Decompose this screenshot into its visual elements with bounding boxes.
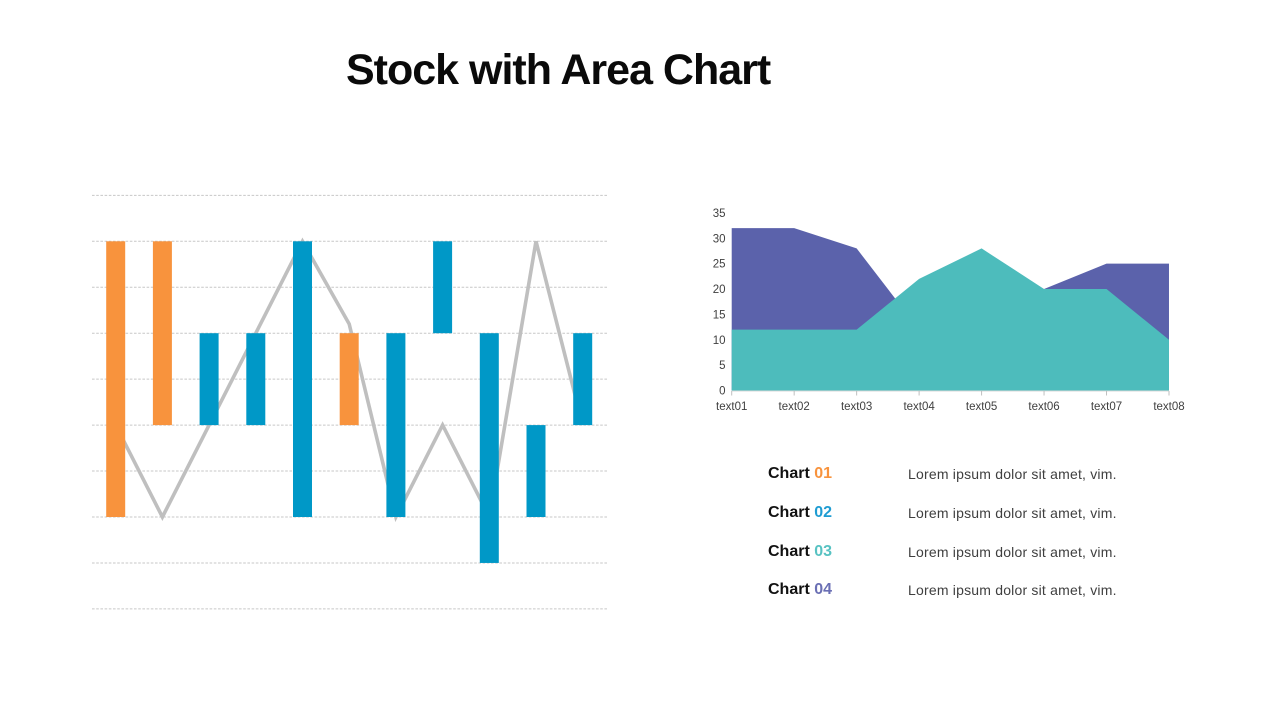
legend-item: Chart 03 Lorem ipsum dolor sit amet, vim…: [768, 532, 1198, 571]
x-axis-label: text01: [716, 401, 747, 413]
page-title: Stock with Area Chart: [346, 46, 771, 94]
legend-item-number: 04: [814, 581, 833, 599]
legend-item-name: Chart: [768, 504, 810, 522]
chart-legend: Chart 01 Lorem ipsum dolor sit amet, vim…: [768, 455, 1198, 610]
legend-item-number: 01: [814, 465, 833, 483]
stock-bar: [246, 333, 266, 426]
x-axis-label: text04: [903, 401, 935, 413]
legend-item-name: Chart: [768, 581, 810, 599]
legend-item: Chart 02 Lorem ipsum dolor sit amet, vim…: [768, 494, 1198, 533]
y-axis-label: 15: [713, 309, 726, 321]
stock-bar: [293, 241, 312, 518]
legend-item-name: Chart: [768, 542, 810, 560]
legend-item-number: 02: [814, 504, 833, 522]
y-axis-label: 20: [713, 284, 726, 296]
x-axis-label: text03: [841, 401, 872, 413]
area-chart-canvas: 0 5 10 15 20 25 30 35 text01 text02 text03 text04 te…: [713, 208, 1185, 413]
stock-bar: [339, 333, 359, 426]
y-axis-label: 0: [719, 386, 725, 398]
stock-bar: [433, 241, 453, 334]
legend-item-description: Lorem ipsum dolor sit amet, vim.: [908, 543, 1117, 560]
stock-chart: [85, 182, 615, 627]
stock-bar: [573, 333, 593, 426]
legend-item-label: Chart 02: [768, 504, 908, 522]
y-axis-label: 35: [713, 208, 726, 220]
legend-item-description: Lorem ipsum dolor sit amet, vim.: [908, 582, 1117, 599]
x-axis-label: text05: [966, 401, 997, 413]
trend-line: [114, 237, 585, 523]
stock-bar: [386, 333, 406, 517]
legend-item-name: Chart: [768, 465, 810, 483]
legend-item-label: Chart 03: [768, 543, 908, 561]
x-axis-label: text07: [1091, 401, 1122, 413]
legend-item: Chart 04 Lorem ipsum dolor sit amet, vim…: [768, 571, 1198, 610]
y-axis-label: 30: [713, 233, 726, 245]
stock-bar: [526, 425, 546, 517]
area-chart: 0 5 10 15 20 25 30 35 text01 text02 text03 text04 te…: [700, 200, 1190, 422]
legend-item-number: 03: [814, 542, 833, 560]
stock-bar: [152, 241, 172, 426]
y-axis-label: 25: [713, 259, 726, 271]
y-axis-label: 10: [713, 335, 726, 347]
stock-bar: [106, 241, 126, 518]
stock-chart-canvas: [92, 194, 607, 610]
legend-item-description: Lorem ipsum dolor sit amet, vim.: [908, 505, 1117, 522]
x-axis-label: text02: [779, 401, 810, 413]
legend-item-label: Chart 04: [768, 581, 908, 599]
legend-item-label: Chart 01: [768, 465, 908, 483]
y-axis-label: 5: [719, 360, 725, 372]
stock-bar: [479, 333, 499, 563]
legend-item: Chart 01 Lorem ipsum dolor sit amet, vim…: [768, 455, 1198, 494]
x-axis-label: text08: [1153, 401, 1184, 413]
x-axis-label: text06: [1028, 401, 1059, 413]
area-series-teal: [731, 248, 1169, 391]
legend-item-description: Lorem ipsum dolor sit amet, vim.: [908, 466, 1117, 483]
stock-bar: [199, 333, 219, 426]
